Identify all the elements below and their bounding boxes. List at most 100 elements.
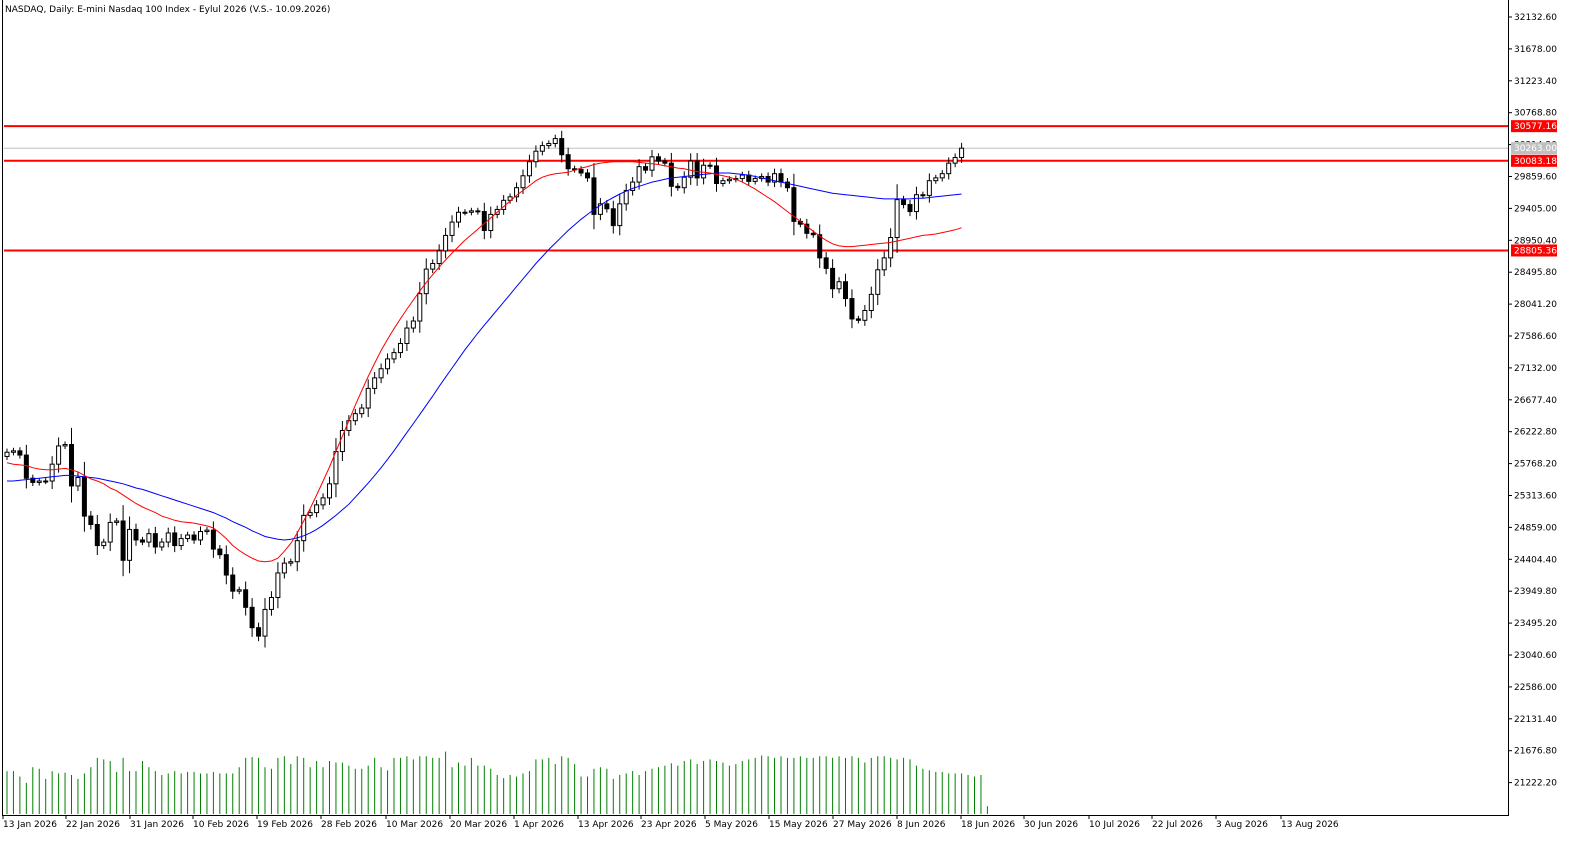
time-tick-label: 10 Mar 2026	[386, 820, 443, 830]
candle-bullish	[946, 162, 952, 175]
candle-bearish	[210, 529, 216, 550]
candle-bullish	[178, 538, 184, 547]
candle-bearish	[668, 162, 674, 187]
candle-bullish	[894, 199, 900, 239]
time-tick-label: 30 Jun 2026	[1024, 820, 1078, 830]
candle-bullish	[107, 521, 113, 543]
candle-bullish	[314, 504, 320, 514]
candle-bearish	[791, 187, 797, 222]
level-price-label: 28805.36	[1514, 246, 1557, 256]
candle-bullish	[681, 176, 687, 189]
candle-bullish	[301, 514, 307, 542]
candle-bearish	[784, 181, 790, 189]
candle-bearish	[81, 477, 87, 517]
price-tick-label: 21676.80	[1514, 747, 1557, 757]
candle-bullish	[62, 444, 68, 447]
candle-bullish	[868, 293, 874, 311]
price-tick-label: 27132.00	[1514, 364, 1557, 374]
price-tick-label: 23495.20	[1514, 619, 1557, 629]
horizontal-levels[interactable]	[4, 125, 1508, 252]
time-tick-label: 28 Feb 2026	[321, 820, 377, 830]
time-tick-label: 19 Feb 2026	[257, 820, 313, 830]
candle-bullish	[281, 562, 287, 574]
candle-bearish	[249, 606, 255, 629]
time-tick-label: 13 Apr 2026	[578, 820, 634, 830]
candle-bullish	[101, 541, 107, 547]
candle-bearish	[230, 574, 236, 592]
candle-bearish	[920, 194, 926, 197]
candle-bearish	[746, 174, 752, 182]
candle-bearish	[591, 177, 597, 215]
candle-bearish	[481, 211, 487, 232]
candle-bullish	[913, 194, 919, 213]
candle-bullish	[862, 309, 868, 321]
candle-bullish	[533, 150, 539, 163]
candle-bullish	[720, 180, 726, 184]
candle-bullish	[456, 211, 461, 223]
candle-bearish	[120, 520, 126, 561]
candle-bullish	[204, 529, 210, 533]
candle-bearish	[578, 168, 584, 174]
candle-bullish	[952, 157, 958, 164]
candle-bullish	[507, 196, 513, 201]
moving-averages	[6, 161, 962, 563]
level-price-label-box	[1511, 244, 1557, 257]
candle-bullish	[159, 541, 165, 548]
candle-bullish	[836, 281, 842, 290]
level-price-label-box	[1511, 154, 1557, 167]
price-tick-label: 22586.00	[1514, 683, 1557, 693]
price-tick-label: 30768.80	[1514, 109, 1557, 119]
candle-bullish	[430, 262, 436, 270]
candle-bearish	[133, 528, 139, 541]
candle-bearish	[604, 203, 610, 210]
candle-bullish	[10, 450, 16, 453]
level-price-label: 30083.18	[1514, 157, 1557, 167]
price-tick-label: 23040.60	[1514, 651, 1557, 661]
candle-bearish	[17, 450, 23, 456]
level-price-label-box	[1511, 120, 1557, 133]
candle-bearish	[88, 515, 94, 526]
candle-bullish	[236, 589, 242, 592]
candle-bullish	[365, 387, 371, 409]
price-tick-label: 21222.20	[1514, 779, 1557, 789]
time-tick-label: 3 Aug 2026	[1216, 820, 1268, 830]
candle-bullish	[462, 211, 468, 214]
price-tick-label: 22131.40	[1514, 715, 1557, 725]
price-tick-label: 25313.60	[1514, 492, 1557, 502]
candle-bearish	[823, 257, 829, 269]
time-tick-label: 22 Jul 2026	[1152, 820, 1203, 830]
candle-bearish	[610, 208, 616, 227]
candle-bullish	[372, 377, 378, 389]
candle-bearish	[152, 533, 158, 548]
candle-bullish	[772, 173, 778, 183]
price-tick-label: 24859.00	[1514, 523, 1557, 533]
time-tick-label: 18 Jun 2026	[961, 820, 1015, 830]
candle-bullish	[320, 497, 326, 506]
price-tick-label: 28950.40	[1514, 236, 1557, 246]
candle-bullish	[468, 210, 474, 213]
time-tick-label: 8 Jun 2026	[897, 820, 946, 830]
candle-bullish	[449, 221, 455, 236]
candle-bullish	[75, 477, 81, 487]
candle-bullish	[514, 187, 520, 198]
candle-bearish	[223, 554, 229, 576]
candle-bullish	[488, 213, 494, 232]
time-tick-label: 5 May 2026	[705, 820, 758, 830]
price-tick-label: 24404.40	[1514, 555, 1557, 565]
time-tick-label: 20 Mar 2026	[450, 820, 507, 830]
candle-bearish	[778, 173, 784, 183]
candle-bullish	[397, 342, 403, 354]
candle-bullish	[262, 608, 268, 637]
price-axis-labels: 32132.6031678.0031223.4030768.8030314.20…	[1508, 13, 1557, 789]
candle-bearish	[643, 166, 649, 171]
price-tick-label: 32132.60	[1514, 13, 1557, 23]
candle-bearish	[475, 210, 481, 213]
current-price-label-box	[1511, 142, 1557, 155]
price-tick-label: 26677.40	[1514, 396, 1557, 406]
time-tick-label: 1 Apr 2026	[514, 820, 564, 830]
candle-bearish	[217, 548, 223, 556]
moving-average-slow-line	[7, 172, 962, 541]
candle-bullish	[114, 520, 120, 523]
